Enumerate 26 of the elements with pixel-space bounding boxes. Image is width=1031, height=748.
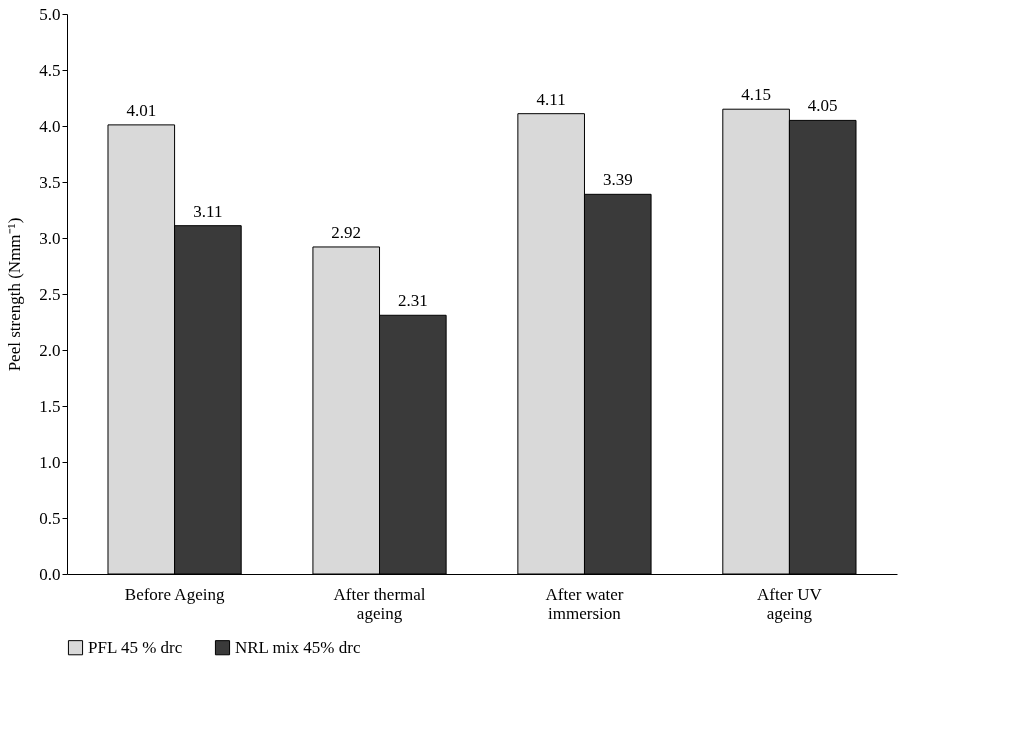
data-label: 3.11 (193, 201, 223, 221)
y-axis-title: Peel strength (Nmm⁻¹) (5, 217, 25, 372)
legend-label: NRL mix 45% drc (235, 637, 361, 657)
data-label: 3.39 (602, 170, 633, 190)
x-tick-label: After UV ageing (757, 584, 823, 623)
x-tick-label: After thermal ageing (333, 584, 426, 623)
data-label: 2.31 (397, 291, 428, 311)
y-tick-label: 1.5 (39, 396, 61, 416)
y-tick-label: 0.5 (39, 508, 61, 528)
y-tick-label: 1.0 (39, 452, 61, 472)
data-label: 4.05 (807, 96, 838, 116)
y-tick-label: 3.5 (39, 172, 61, 192)
data-label: 4.15 (741, 85, 771, 105)
y-tick-label: 3.0 (39, 228, 61, 248)
data-label: 2.92 (331, 222, 362, 242)
y-tick-label: 5.0 (39, 4, 61, 24)
y-tick-label: 0.0 (39, 564, 61, 584)
data-label: 4.11 (536, 89, 566, 109)
x-tick-label: After water immersion (545, 584, 624, 623)
y-tick-label: 2.5 (39, 284, 61, 304)
legend-label: PFL 45 % drc (88, 637, 183, 657)
x-tick-label: Before Ageing (124, 584, 225, 604)
data-label: 4.01 (126, 100, 157, 120)
y-tick-label: 2.0 (39, 340, 61, 360)
y-tick-label: 4.5 (39, 60, 61, 80)
y-tick-label: 4.0 (39, 116, 61, 136)
